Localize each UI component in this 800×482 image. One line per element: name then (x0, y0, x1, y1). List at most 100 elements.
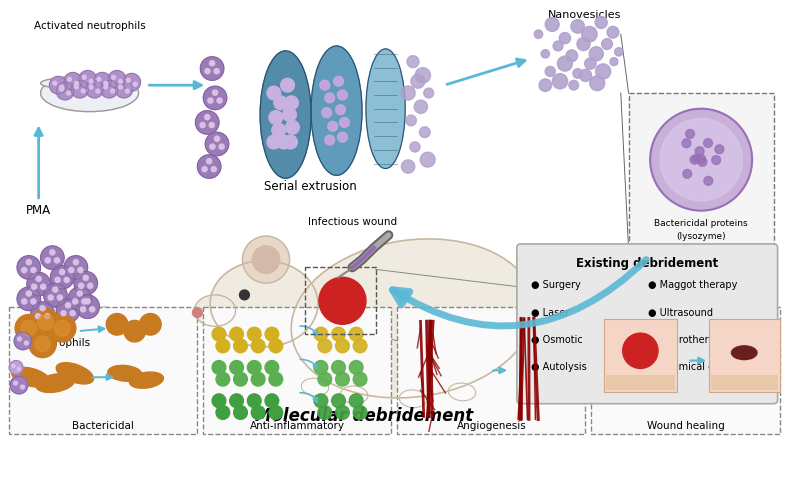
Circle shape (48, 295, 54, 300)
Circle shape (234, 372, 247, 386)
Circle shape (545, 17, 559, 31)
Circle shape (695, 147, 704, 156)
Circle shape (118, 80, 122, 83)
Circle shape (118, 85, 122, 89)
Circle shape (332, 361, 346, 375)
Ellipse shape (210, 261, 318, 347)
Circle shape (14, 381, 18, 385)
Circle shape (242, 236, 290, 283)
Circle shape (38, 314, 54, 330)
Text: ● Chemical debridement: ● Chemical debridement (648, 362, 771, 373)
Circle shape (18, 367, 20, 371)
Circle shape (274, 96, 287, 110)
Text: ● Maggot therapy: ● Maggot therapy (648, 280, 738, 290)
Circle shape (41, 246, 64, 269)
Circle shape (56, 299, 80, 322)
Circle shape (126, 89, 130, 93)
Ellipse shape (194, 295, 236, 326)
Circle shape (110, 89, 114, 93)
Circle shape (94, 72, 111, 90)
Ellipse shape (341, 386, 368, 404)
Circle shape (715, 145, 724, 154)
Circle shape (424, 88, 434, 98)
Circle shape (338, 132, 347, 142)
Circle shape (30, 302, 54, 325)
Circle shape (29, 330, 56, 358)
Circle shape (216, 372, 230, 386)
Circle shape (335, 105, 346, 115)
Circle shape (559, 32, 570, 44)
Text: ● Hydrotherapy: ● Hydrotherapy (648, 335, 727, 345)
Text: Bactericidal: Bactericidal (72, 421, 134, 431)
Circle shape (338, 90, 347, 100)
Circle shape (571, 20, 585, 33)
Circle shape (78, 268, 83, 273)
FancyBboxPatch shape (604, 320, 677, 392)
Circle shape (281, 78, 294, 92)
FancyBboxPatch shape (398, 307, 586, 434)
Circle shape (354, 372, 367, 386)
Circle shape (17, 255, 41, 279)
Ellipse shape (41, 74, 138, 112)
Circle shape (66, 91, 70, 95)
Circle shape (322, 107, 332, 118)
Circle shape (265, 327, 278, 341)
Circle shape (269, 372, 282, 386)
Circle shape (134, 82, 137, 86)
Circle shape (354, 406, 367, 419)
Circle shape (40, 306, 45, 311)
Circle shape (541, 50, 550, 58)
Circle shape (219, 144, 224, 149)
Circle shape (354, 339, 367, 353)
FancyBboxPatch shape (629, 93, 774, 250)
Circle shape (247, 327, 261, 341)
Circle shape (67, 77, 71, 81)
Circle shape (83, 275, 88, 281)
Circle shape (78, 291, 82, 296)
Circle shape (32, 308, 59, 336)
Circle shape (247, 394, 261, 408)
Circle shape (104, 85, 108, 89)
Circle shape (251, 406, 265, 419)
Circle shape (545, 67, 555, 77)
Circle shape (55, 277, 60, 282)
Circle shape (585, 58, 596, 69)
Text: Infectious wound: Infectious wound (308, 217, 397, 228)
Circle shape (53, 287, 58, 292)
Text: ● Ultrasound: ● Ultrasound (648, 308, 714, 318)
Circle shape (589, 47, 603, 61)
Ellipse shape (399, 390, 426, 408)
Circle shape (660, 119, 742, 201)
Circle shape (79, 70, 97, 88)
Circle shape (31, 268, 36, 273)
Circle shape (70, 310, 75, 316)
Circle shape (53, 81, 57, 85)
Text: PMA: PMA (26, 204, 51, 217)
Circle shape (86, 80, 103, 98)
Text: ● Osmotic: ● Osmotic (530, 335, 582, 345)
Circle shape (212, 394, 226, 408)
Circle shape (582, 27, 597, 42)
Circle shape (552, 74, 568, 89)
Circle shape (96, 89, 100, 93)
Circle shape (239, 290, 250, 300)
Circle shape (10, 376, 28, 394)
Ellipse shape (731, 346, 757, 360)
Ellipse shape (302, 378, 329, 396)
Text: Nanovesicles: Nanovesicles (548, 10, 621, 20)
Circle shape (325, 93, 334, 103)
Circle shape (115, 80, 133, 98)
Circle shape (558, 56, 572, 71)
Circle shape (60, 85, 64, 89)
Circle shape (335, 339, 350, 353)
Circle shape (406, 115, 416, 126)
Circle shape (26, 260, 31, 265)
Circle shape (698, 158, 707, 166)
Circle shape (332, 327, 346, 341)
Circle shape (230, 394, 243, 408)
Circle shape (15, 314, 42, 342)
Circle shape (650, 109, 752, 211)
Circle shape (193, 308, 202, 318)
Circle shape (314, 394, 328, 408)
Ellipse shape (366, 49, 405, 169)
